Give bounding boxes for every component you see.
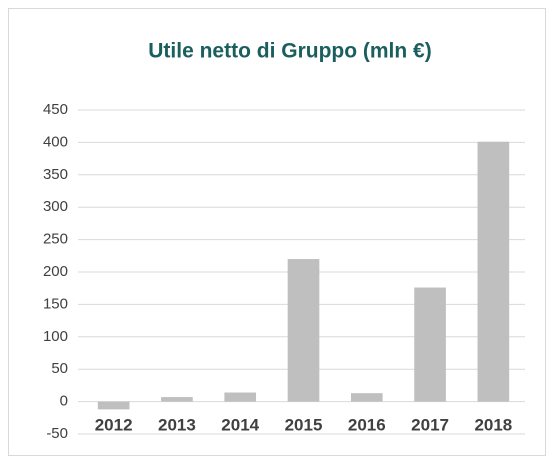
x-tick-label: 2016: [348, 415, 386, 434]
x-tick-label: 2017: [411, 415, 449, 434]
x-tick-label: 2014: [221, 415, 259, 434]
y-tick-label: 250: [43, 231, 68, 248]
bar: [224, 392, 257, 402]
bar: [477, 141, 510, 402]
bar: [350, 393, 383, 402]
y-tick-label: 50: [51, 360, 68, 377]
y-tick-label: 450: [43, 101, 68, 118]
y-tick-label: 350: [43, 166, 68, 183]
bar: [161, 397, 193, 402]
bar: [97, 401, 130, 410]
y-tick-label: 200: [43, 263, 68, 280]
x-tick-label: 2015: [285, 415, 323, 434]
y-tick-label: 100: [43, 328, 68, 345]
chart-frame: [8, 8, 546, 456]
bar: [287, 259, 320, 402]
bar: [414, 287, 446, 402]
x-tick-label: 2013: [158, 415, 196, 434]
y-tick-label: 300: [43, 198, 68, 215]
chart-title: Utile netto di Gruppo (mln €): [148, 40, 431, 63]
x-tick-label: 2018: [474, 415, 512, 434]
y-tick-label: 0: [60, 393, 68, 410]
y-tick-label: -50: [46, 425, 68, 442]
y-tick-label: 400: [43, 133, 68, 150]
x-tick-label: 2012: [95, 415, 133, 434]
y-tick-label: 150: [43, 295, 68, 312]
